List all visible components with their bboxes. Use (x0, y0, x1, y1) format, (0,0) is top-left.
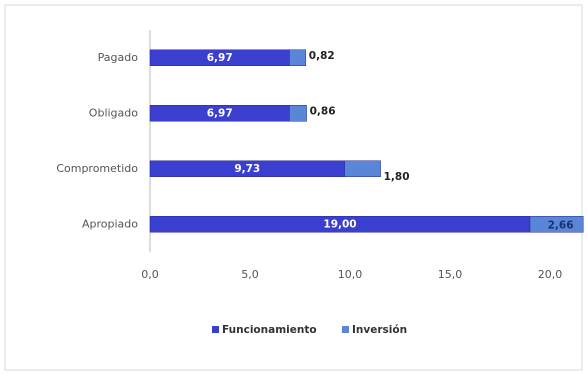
data-label: 0,82 (309, 50, 335, 62)
chart-border (4, 4, 583, 371)
data-label: 2,66 (548, 219, 574, 231)
data-label: 9,73 (234, 163, 260, 175)
x-tick-label: 0,0 (141, 268, 159, 281)
y-tick-label: Pagado (98, 51, 139, 64)
data-label: 6,97 (207, 52, 233, 64)
y-tick-label: Apropiado (82, 217, 138, 230)
y-tick-label: Obligado (89, 106, 138, 119)
data-label: 19,00 (323, 218, 356, 230)
legend-swatch (212, 326, 219, 333)
bar-segment (289, 105, 307, 122)
data-label: 1,80 (384, 171, 410, 183)
bar-segment (529, 216, 584, 233)
x-tick-label: 10,0 (338, 268, 363, 281)
x-tick-label: 20,0 (538, 268, 563, 281)
legend-label: Funcionamiento (222, 324, 317, 336)
bar-segment (289, 49, 307, 66)
legend-label: Inversión (352, 324, 407, 336)
legend-swatch (342, 326, 349, 333)
bar-segment (344, 160, 381, 177)
x-tick-label: 5,0 (241, 268, 259, 281)
data-label: 0,86 (310, 105, 336, 117)
data-label: 6,97 (207, 107, 233, 119)
x-tick-label: 15,0 (438, 268, 463, 281)
y-tick-label: Comprometido (56, 162, 138, 175)
